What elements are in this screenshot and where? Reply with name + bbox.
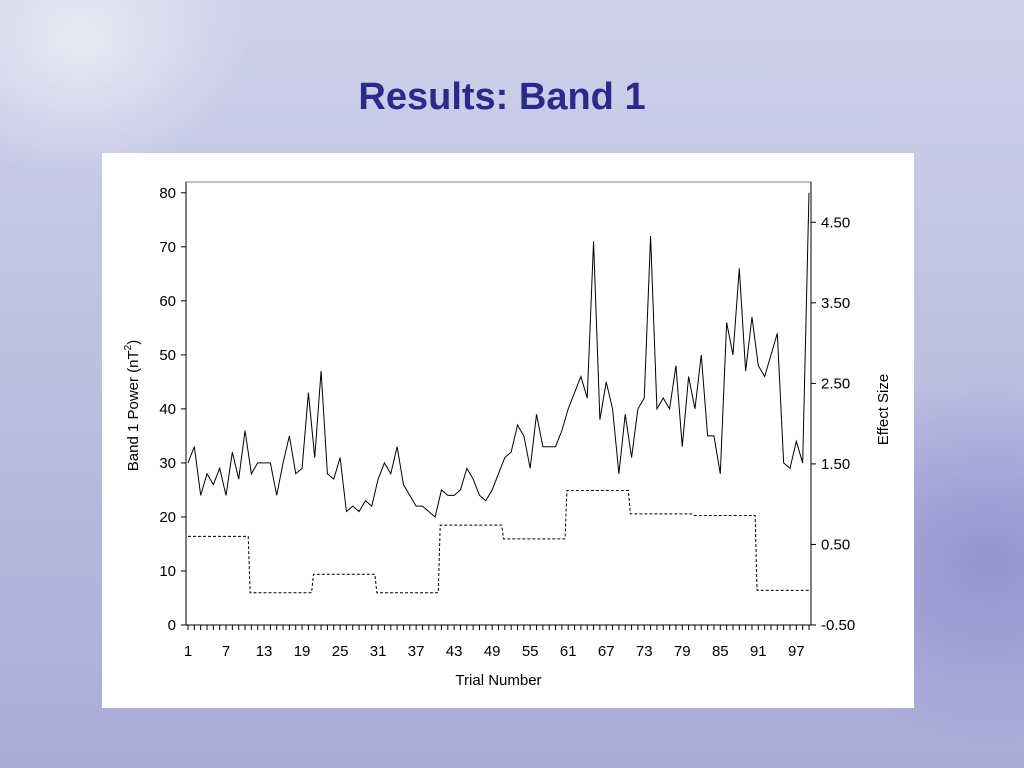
y-tick-label: 80 (159, 185, 176, 202)
y2-tick-label: 0.50 (821, 536, 850, 553)
series-layer (187, 192, 810, 594)
x-tick-label: 61 (560, 643, 577, 660)
x-axis-title: Trial Number (455, 672, 541, 689)
y2-tick-label: 4.50 (821, 214, 850, 231)
x-tick-label: 1 (184, 643, 192, 660)
y-tick-label: 50 (159, 347, 176, 364)
x-tick-label: 97 (788, 643, 805, 660)
x-tick-label: 25 (332, 643, 349, 660)
y-tick-label: 0 (168, 617, 176, 634)
x-tick-label: 13 (256, 643, 273, 660)
x-tick-label: 7 (222, 643, 230, 660)
x-tick-label: 37 (408, 643, 425, 660)
y2-tick-label: 3.50 (821, 295, 850, 312)
x-tick-label: 19 (294, 643, 311, 660)
slide-title: Results: Band 1 (358, 76, 646, 118)
right-y-axis: -0.50 0.50 1.50 2.50 3.50 4.50 (811, 214, 855, 634)
y-tick-label: 70 (159, 239, 176, 256)
plot-border (185, 181, 812, 626)
x-axis: 1 7 13 19 25 31 37 43 49 55 61 67 73 79 85 91 97 (184, 625, 810, 660)
x-tick-label: 85 (712, 643, 729, 660)
y2-tick-label: 1.50 (821, 456, 850, 473)
effect-size-line (188, 489, 809, 594)
plot-frame (185, 181, 812, 626)
line-chart: 0 10 20 30 40 50 60 70 80 -0.50 0.50 1.50 2.50 3.50 4… (123, 181, 892, 689)
x-tick-label: 49 (484, 643, 501, 660)
y2-axis-title: Effect Size (875, 374, 892, 445)
y-axis-title: Band 1 Power (nT2) (123, 340, 142, 471)
y-tick-label: 40 (159, 401, 176, 418)
y-tick-label: 30 (159, 455, 176, 472)
x-tick-label: 79 (674, 643, 691, 660)
x-tick-label: 43 (446, 643, 463, 660)
x-tick-label: 91 (750, 643, 767, 660)
y-tick-label: 20 (159, 509, 176, 526)
x-tick-label: 31 (370, 643, 387, 660)
x-tick-label: 73 (636, 643, 653, 660)
left-y-axis: 0 10 20 30 40 50 60 70 80 (159, 185, 186, 634)
x-tick-label: 67 (598, 643, 615, 660)
y-tick-label: 10 (159, 563, 176, 580)
band-power-line (187, 192, 810, 518)
y-tick-label: 60 (159, 293, 176, 310)
x-tick-label: 55 (522, 643, 539, 660)
chart-panel: 0 10 20 30 40 50 60 70 80 -0.50 0.50 1.50 2.50 3.50 4… (102, 153, 914, 708)
y2-tick-label: 2.50 (821, 375, 850, 392)
y2-tick-label: -0.50 (821, 617, 855, 634)
